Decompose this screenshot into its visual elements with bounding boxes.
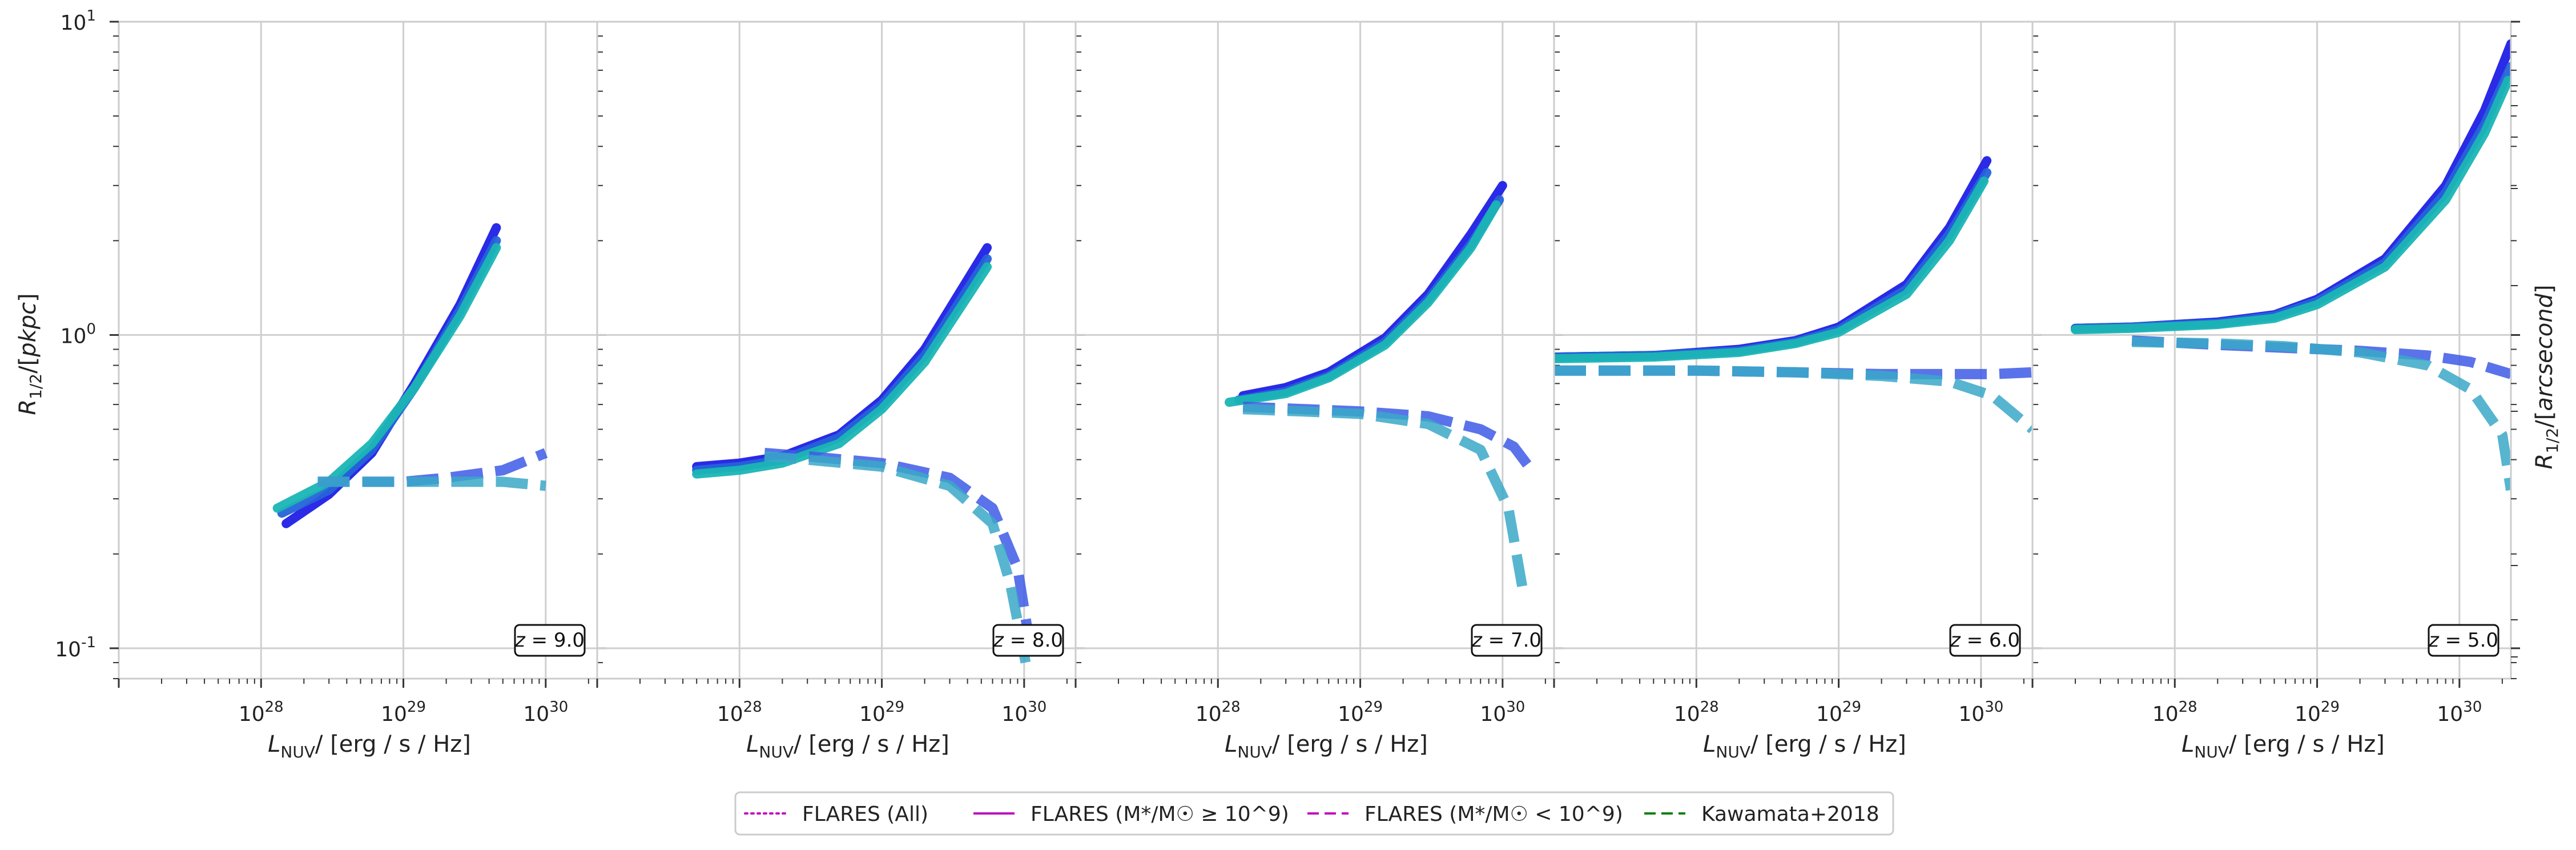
series-group	[1554, 156, 2032, 434]
x-tick-label: 1029	[1816, 699, 1861, 726]
y-tick-label: 100	[61, 320, 96, 348]
y-tick-label: 101	[61, 7, 96, 35]
x-tick-label: 1028	[1674, 699, 1719, 726]
series-line-1	[1238, 181, 1507, 400]
x-tick-label: 1029	[381, 699, 426, 726]
x-axis-label: LNUV/ [erg / s / Hz]	[1225, 731, 1428, 761]
x-tick-label: 1029	[1338, 699, 1383, 726]
redshift-annotation: z = 8.0	[992, 624, 1064, 657]
ylabel-right: R1/2/[arcsecond]	[2531, 284, 2562, 469]
x-tick-label: 1028	[2152, 699, 2197, 726]
x-tick-label: 1030	[523, 699, 568, 726]
legend-item-1: FLARES (All)	[744, 803, 928, 826]
svg-text:z = 9.0: z = 9.0	[514, 629, 585, 652]
axes-frame	[1553, 21, 2034, 680]
series-line-3	[1225, 200, 1501, 407]
series-line-3	[2071, 75, 2511, 335]
x-tick-label: 1029	[859, 699, 904, 726]
svg-text:z = 6.0: z = 6.0	[1950, 629, 2020, 652]
x-tick-label: 1028	[1196, 699, 1241, 726]
series-line-2	[1554, 168, 1992, 362]
legend: FLARES (All) FLARES (M*/M☉ ≥ 10^9) FLARES …	[734, 791, 1894, 836]
series-group	[692, 243, 1038, 672]
series-line-4	[764, 448, 1038, 664]
axes-frame	[1074, 21, 1555, 680]
axes-frame	[596, 21, 1077, 680]
series-group	[1225, 181, 1536, 594]
svg-text:z = 5.0: z = 5.0	[2428, 629, 2498, 652]
series-group	[2071, 39, 2511, 491]
x-axis-label: LNUV/ [erg / s / Hz]	[2181, 731, 2385, 761]
series-line-1	[1554, 156, 1992, 362]
x-axis-label: LNUV/ [erg / s / Hz]	[1703, 731, 1906, 761]
svg-text:z = 8.0: z = 8.0	[993, 629, 1063, 652]
panel-2: 1028 1029 1030 LNUV/ [erg / s / Hz] z = 8.0	[596, 21, 1085, 761]
legend-label: Kawamata+2018	[1701, 803, 1879, 826]
series-group	[272, 223, 548, 528]
svg-text:z = 7.0: z = 7.0	[1471, 629, 1541, 652]
x-axis-label: LNUV/ [erg / s / Hz]	[746, 731, 949, 761]
redshift-annotation: z = 6.0	[1949, 624, 2021, 657]
x-tick-label: 1028	[717, 699, 762, 726]
x-tick-label: 1030	[1480, 699, 1525, 726]
series-line-5	[317, 476, 546, 491]
panels: 1028 1029 1030 LNUV/ [erg / s / Hz] 10-1 100 1…	[55, 7, 2520, 761]
x-axis-label: LNUV/ [erg / s / Hz]	[268, 731, 471, 761]
redshift-annotation: z = 7.0	[1471, 624, 1543, 657]
y-tick-label: 10-1	[55, 634, 96, 661]
series-line-5	[764, 451, 1032, 672]
redshift-annotation: z = 9.0	[514, 624, 586, 657]
redshift-annotation: z = 5.0	[2428, 624, 2499, 657]
panel-4: 1028 1029 1030 LNUV/ [erg / s / Hz] z = 6.0	[1553, 21, 2042, 761]
panel-5: 1028 1029 1030 LNUV/ [erg / s / Hz] z = 5.0	[2031, 21, 2520, 761]
x-tick-label: 1030	[1958, 699, 2003, 726]
x-tick-label: 1029	[2295, 699, 2340, 726]
panel-1: 1028 1029 1030 LNUV/ [erg / s / Hz] 10-1 100 1…	[55, 7, 606, 761]
ylabel-left: R1/2/[pkpc]	[15, 293, 45, 415]
series-line-5	[1554, 365, 2032, 434]
legend-label: FLARES (All)	[802, 803, 928, 826]
series-line-3	[1554, 177, 1989, 363]
legend-label: FLARES (M*/M☉ ≥ 10^9)	[1031, 803, 1289, 826]
legend-item-3: FLARES (M*/M☉ < 10^9)	[1307, 803, 1623, 826]
legend-label: FLARES (M*/M☉ < 10^9)	[1365, 803, 1623, 826]
series-line-5	[2132, 336, 2511, 491]
series-line-2	[1234, 195, 1504, 405]
x-tick-label: 1028	[239, 699, 284, 726]
axes-frame	[118, 21, 598, 680]
series-line-5	[1242, 404, 1529, 594]
legend-item-4: Kawamata+2018	[1644, 803, 1879, 826]
axes-frame	[2031, 21, 2512, 680]
series-line-3	[692, 262, 992, 479]
x-tick-label: 1030	[1001, 699, 1046, 726]
x-tick-label: 1030	[2437, 699, 2482, 726]
legend-item-2: FLARES (M*/M☉ ≥ 10^9)	[973, 803, 1289, 826]
panel-3: 1028 1029 1030 LNUV/ [erg / s / Hz] z = 7.0	[1074, 21, 1563, 761]
